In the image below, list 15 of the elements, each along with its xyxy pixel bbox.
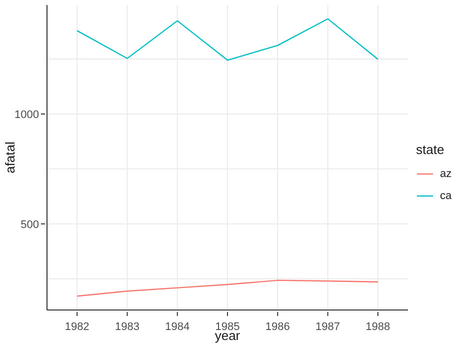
x-tick-label: 1982 (64, 321, 90, 333)
y-tick-label: 500 (20, 218, 39, 231)
x-tick-label: 1985 (215, 321, 240, 333)
x-tick-label: 1984 (165, 321, 190, 333)
line-series (76, 280, 379, 297)
x-tick-label: 1983 (114, 321, 140, 333)
y-axis-title: afatal (2, 141, 18, 174)
x-tick-label: 1986 (265, 321, 290, 333)
x-tick-label: 1988 (366, 321, 390, 333)
legend-label: ca (440, 190, 452, 202)
x-tick-label: 1987 (316, 321, 340, 333)
legend-title: state (416, 142, 446, 157)
legend-label: az (440, 168, 452, 180)
line-series (76, 18, 379, 61)
y-tick-label: 1000 (14, 108, 39, 121)
